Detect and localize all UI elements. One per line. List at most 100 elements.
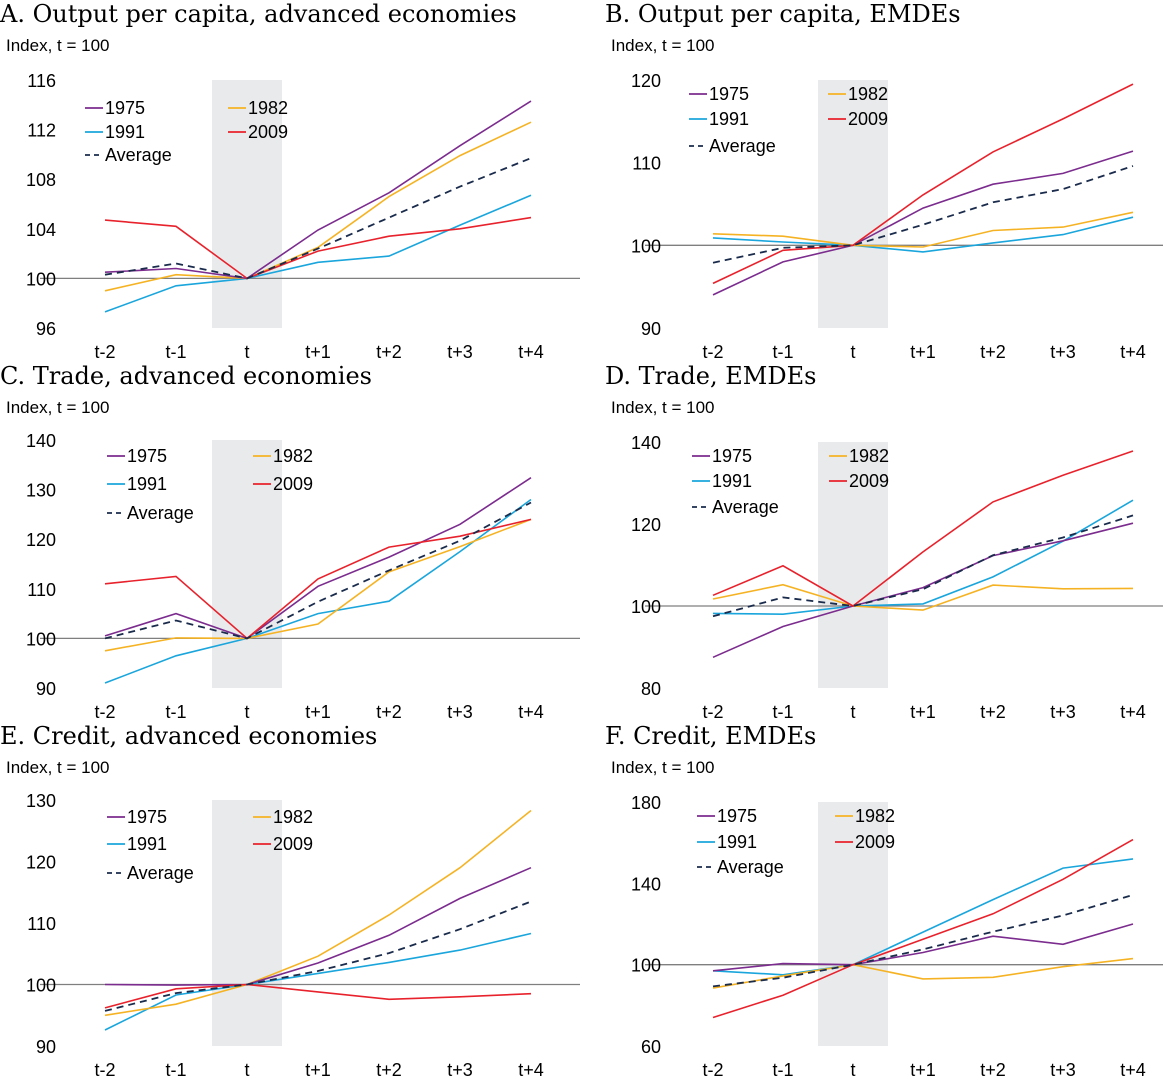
- legend-label-2009: 2009: [848, 109, 888, 129]
- legend-label-1991: 1991: [127, 834, 167, 854]
- y-tick-label: 90: [36, 1037, 56, 1057]
- series-line-1975: [104, 477, 532, 640]
- series-line-1982: [712, 957, 1134, 989]
- panel-e-title: E. Credit, advanced economies: [0, 722, 378, 750]
- x-tick-label: t-2: [94, 1060, 115, 1080]
- y-tick-label: 120: [26, 530, 56, 550]
- panel-a-chart-svg: 96 100 104 108 112 116 t-2 t-1 t t+1 t+2 t+3 t+4 1975…: [26, 71, 580, 362]
- series-line-2009: [712, 83, 1134, 285]
- series-line-1975: [712, 923, 1134, 972]
- panel-d-y-unit: Index, t = 100: [611, 398, 715, 417]
- legend-label-1982: 1982: [273, 807, 313, 827]
- legend-label-1982: 1982: [848, 84, 888, 104]
- series-line-average: [712, 894, 1134, 988]
- x-tick-label: t+4: [518, 702, 544, 722]
- series-line-1975: [104, 866, 532, 986]
- shaded-band: [212, 800, 282, 1046]
- x-tick-label: t: [244, 1060, 249, 1080]
- x-tick-label: t+3: [1050, 1060, 1076, 1080]
- legend-label-2009: 2009: [248, 122, 288, 142]
- x-tick-label: t: [850, 342, 855, 362]
- shaded-band: [212, 440, 282, 688]
- y-tick-label: 100: [26, 629, 56, 649]
- y-tick-label: 110: [27, 580, 56, 600]
- x-tick-label: t-1: [772, 702, 793, 722]
- legend-label-1982: 1982: [248, 98, 288, 118]
- panel-f-title: F. Credit, EMDEs: [605, 722, 817, 750]
- x-tick-label: t+4: [1120, 702, 1146, 722]
- y-tick-label: 140: [631, 874, 661, 894]
- panel-e-credit-advanced: 90 100 110 120 130 t-2 t-1 t t+1 t+2 t+3 t+4 1975 198…: [0, 722, 580, 1084]
- panel-d-chart-svg: 80 100 120 140 t-2 t-1 t t+1 t+2 t+3 t+4 1975 1982 19…: [631, 433, 1163, 722]
- series-line-average: [712, 514, 1134, 618]
- x-tick-label: t-1: [165, 342, 186, 362]
- panel-d-trade-emdes: 80 100 120 140 t-2 t-1 t t+1 t+2 t+3 t+4 1975 1982 19…: [605, 362, 1163, 722]
- panel-c-title: C. Trade, advanced economies: [0, 362, 372, 390]
- x-tick-label: t+4: [1120, 1060, 1146, 1080]
- y-tick-label: 130: [26, 481, 56, 501]
- shaded-band: [818, 80, 888, 328]
- shaded-band: [818, 442, 888, 688]
- series-line-2009: [712, 450, 1134, 607]
- legend-label-1975: 1975: [717, 806, 757, 826]
- series-line-2009: [104, 983, 532, 1009]
- y-tick-label: 100: [631, 236, 661, 256]
- series-line-1975: [712, 150, 1134, 296]
- panel-b-chart-svg: 90 100 110 120 t-2 t-1 t t+1 t+2 t+3 t+4 1975 1982 19…: [631, 71, 1163, 362]
- legend-label-average: Average: [712, 497, 779, 517]
- y-tick-label: 80: [641, 679, 661, 699]
- x-tick-label: t+2: [980, 702, 1006, 722]
- x-tick-label: t+3: [447, 702, 473, 722]
- legend-label-average: Average: [717, 857, 784, 877]
- y-tick-label: 100: [631, 956, 661, 976]
- y-tick-label: 100: [631, 597, 661, 617]
- x-tick-label: t+4: [518, 342, 544, 362]
- y-tick-label: 104: [26, 220, 56, 240]
- x-tick-label: t+3: [447, 342, 473, 362]
- x-tick-label: t+2: [376, 1060, 402, 1080]
- x-tick-label: t+2: [376, 342, 402, 362]
- legend-label-1991: 1991: [127, 474, 167, 494]
- legend-label-average: Average: [105, 145, 172, 165]
- y-tick-label: 90: [36, 679, 56, 699]
- series-line-average: [712, 165, 1134, 264]
- legend-label-2009: 2009: [273, 474, 313, 494]
- panel-b-title: B. Output per capita, EMDEs: [605, 0, 961, 28]
- x-tick-label: t+1: [305, 702, 331, 722]
- x-tick-label: t-1: [165, 1060, 186, 1080]
- x-tick-label: t-2: [702, 1060, 723, 1080]
- y-tick-label: 100: [26, 269, 56, 289]
- y-tick-label: 112: [27, 121, 56, 141]
- legend-label-2009: 2009: [273, 834, 313, 854]
- series-line-1982: [104, 809, 532, 1017]
- x-tick-label: t: [244, 342, 249, 362]
- panel-c-trade-advanced: 90 100 110 120 130 140 t-2 t-1 t t+1 t+2 t+3 t+4 1975…: [0, 362, 580, 722]
- series-line-1975: [712, 522, 1134, 659]
- legend-label-1991: 1991: [712, 471, 752, 491]
- series-line-1991: [712, 499, 1134, 616]
- x-tick-label: t-2: [94, 342, 115, 362]
- panel-a-y-unit: Index, t = 100: [6, 36, 110, 55]
- y-tick-label: 120: [631, 515, 661, 535]
- series-line-1991: [104, 194, 532, 313]
- legend-label-1982: 1982: [273, 446, 313, 466]
- legend-label-2009: 2009: [855, 832, 895, 852]
- series-line-1975: [104, 100, 532, 280]
- series-line-average: [104, 900, 532, 1012]
- y-tick-label: 180: [631, 793, 661, 813]
- legend-label-1975: 1975: [127, 446, 167, 466]
- x-tick-label: t+4: [518, 1060, 544, 1080]
- series-line-1982: [712, 583, 1134, 611]
- legend-label-1991: 1991: [717, 832, 757, 852]
- x-tick-label: t-1: [165, 702, 186, 722]
- legend-label-1975: 1975: [105, 98, 145, 118]
- series-line-1982: [712, 211, 1134, 248]
- y-tick-label: 90: [641, 319, 661, 339]
- legend-label-1975: 1975: [709, 84, 749, 104]
- legend-label-average: Average: [709, 136, 776, 156]
- x-tick-label: t+2: [980, 342, 1006, 362]
- panel-b-output-emdes: 90 100 110 120 t-2 t-1 t t+1 t+2 t+3 t+4 1975 1982 19…: [605, 0, 1163, 362]
- legend-label-1975: 1975: [712, 446, 752, 466]
- panel-f-credit-emdes: 60 100 140 180 t-2 t-1 t t+1 t+2 t+3 t+4 1975 1982 19…: [605, 722, 1163, 1084]
- x-tick-label: t+3: [1050, 702, 1076, 722]
